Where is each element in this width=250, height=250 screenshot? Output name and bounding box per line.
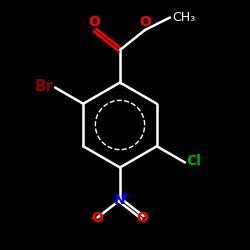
Text: O: O <box>92 210 104 224</box>
Text: CH₃: CH₃ <box>172 11 196 24</box>
Text: Cl: Cl <box>186 154 201 168</box>
Text: O: O <box>88 15 100 29</box>
Text: N: N <box>114 193 126 207</box>
Text: +: + <box>121 190 130 200</box>
Text: O: O <box>140 15 151 29</box>
Text: ⁻: ⁻ <box>89 216 95 228</box>
Text: Br: Br <box>35 79 54 94</box>
Text: O: O <box>136 210 148 224</box>
